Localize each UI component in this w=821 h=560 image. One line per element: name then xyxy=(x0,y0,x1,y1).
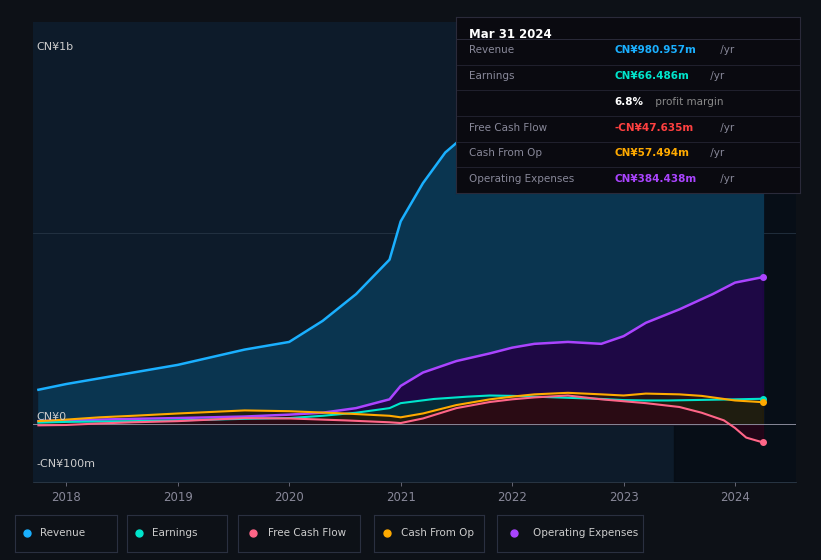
Text: Operating Expenses: Operating Expenses xyxy=(470,174,575,184)
Text: profit margin: profit margin xyxy=(652,97,723,107)
Text: Mar 31 2024: Mar 31 2024 xyxy=(470,28,553,41)
Text: /yr: /yr xyxy=(708,71,725,81)
Text: CN¥66.486m: CN¥66.486m xyxy=(614,71,689,81)
Text: Earnings: Earnings xyxy=(470,71,515,81)
Text: Cash From Op: Cash From Op xyxy=(401,529,475,538)
Text: CN¥1b: CN¥1b xyxy=(36,41,73,52)
Text: Free Cash Flow: Free Cash Flow xyxy=(470,123,548,133)
Text: /yr: /yr xyxy=(717,45,734,55)
Text: CN¥980.957m: CN¥980.957m xyxy=(614,45,696,55)
Text: Earnings: Earnings xyxy=(153,529,198,538)
Text: Cash From Op: Cash From Op xyxy=(470,148,543,158)
Text: Revenue: Revenue xyxy=(470,45,515,55)
Text: Revenue: Revenue xyxy=(40,529,85,538)
Text: CN¥384.438m: CN¥384.438m xyxy=(614,174,696,184)
Text: /yr: /yr xyxy=(717,174,734,184)
Text: CN¥57.494m: CN¥57.494m xyxy=(614,148,690,158)
Text: -CN¥47.635m: -CN¥47.635m xyxy=(614,123,694,133)
Text: Operating Expenses: Operating Expenses xyxy=(534,529,639,538)
Text: /yr: /yr xyxy=(708,148,725,158)
Text: -CN¥100m: -CN¥100m xyxy=(36,459,95,469)
Bar xyxy=(674,22,821,482)
Text: /yr: /yr xyxy=(717,123,734,133)
Text: CN¥0: CN¥0 xyxy=(36,412,67,422)
Text: 6.8%: 6.8% xyxy=(614,97,644,107)
Text: Free Cash Flow: Free Cash Flow xyxy=(268,529,346,538)
